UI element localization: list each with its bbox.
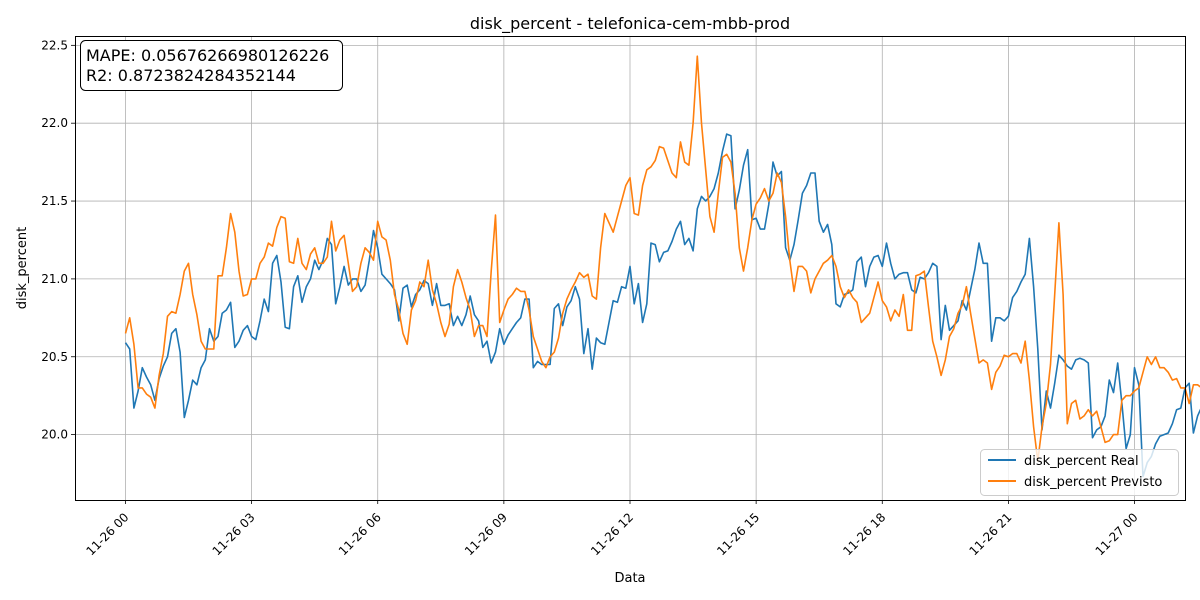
legend: disk_percent Real disk_percent Previsto [980,449,1179,496]
legend-label-real: disk_percent Real [1024,454,1139,469]
series-line-previsto [124,55,1200,462]
metrics-annotation-box [80,40,343,91]
chart-title: disk_percent - telefonica-cem-mbb-prod [470,14,790,34]
mape-text: MAPE: 0.05676266980126226 [86,46,329,65]
series-line-real [124,133,1200,478]
x-axis-label: Data [614,571,645,586]
metrics-annotation: MAPE: 0.05676266980126226 R2: 0.87238242… [80,40,343,91]
y-axis-label: disk_percent [15,227,30,309]
r2-text: R2: 0.8723824284352144 [86,66,296,85]
series-layer [124,55,1200,478]
grid-lines [75,36,1185,500]
plot-area [75,36,1200,501]
y-tick-label: 22.5 [41,38,68,52]
y-tick-label: 21.0 [41,272,68,286]
y-tick-label: 22.0 [41,116,68,130]
legend-box [980,449,1179,496]
y-tick-label: 21.5 [41,194,68,208]
y-axis-ticks: 20.0 20.5 21.0 21.5 22.0 22.5 [41,38,75,442]
legend-label-previsto: disk_percent Previsto [1024,475,1162,490]
y-tick-label: 20.5 [41,350,68,364]
y-tick-label: 20.0 [41,428,68,442]
axes-frame [75,36,1186,501]
